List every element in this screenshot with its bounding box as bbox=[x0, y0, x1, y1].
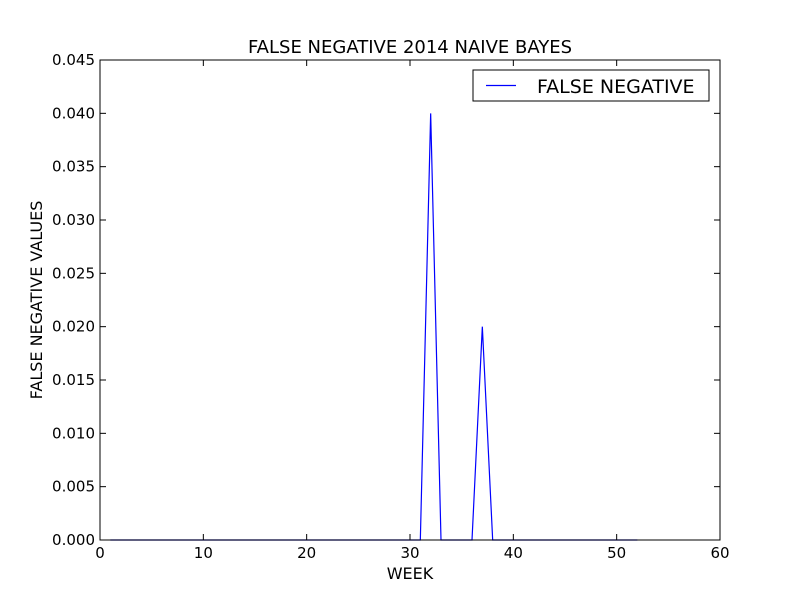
y-tick-label: 0.045 bbox=[52, 51, 95, 69]
legend: FALSE NEGATIVE bbox=[472, 69, 710, 102]
y-tick-label: 0.015 bbox=[52, 371, 95, 389]
x-tick-label: 50 bbox=[607, 544, 626, 562]
legend-entry-false-negative: FALSE NEGATIVE bbox=[537, 76, 695, 98]
x-axis-label: WEEK bbox=[387, 564, 434, 583]
y-axis-label: FALSE NEGATIVE VALUES bbox=[27, 201, 46, 400]
ticks-layer bbox=[99, 59, 721, 541]
y-tick-label: 0.005 bbox=[52, 478, 95, 496]
x-tick-label: 10 bbox=[194, 544, 213, 562]
y-tick-label: 0.040 bbox=[52, 104, 95, 122]
x-tick-label: 40 bbox=[504, 544, 523, 562]
y-tick-label: 0.035 bbox=[52, 158, 95, 176]
y-tick-label: 0.010 bbox=[52, 424, 95, 442]
y-tick-label: 0.020 bbox=[52, 318, 95, 336]
x-tick-label: 30 bbox=[400, 544, 419, 562]
x-tick-label: 60 bbox=[710, 544, 729, 562]
chart-title: FALSE NEGATIVE 2014 NAIVE BAYES bbox=[248, 37, 572, 58]
y-tick-label: 0.000 bbox=[52, 531, 95, 549]
x-tick-label: 0 bbox=[95, 544, 105, 562]
y-tick-label: 0.025 bbox=[52, 264, 95, 282]
tick-labels-layer: 0 10 20 30 40 50 60 0.000 0.005 0.010 0.015 0.020 0.… bbox=[52, 51, 730, 562]
y-tick-label: 0.030 bbox=[52, 211, 95, 229]
x-tick-label: 20 bbox=[297, 544, 316, 562]
